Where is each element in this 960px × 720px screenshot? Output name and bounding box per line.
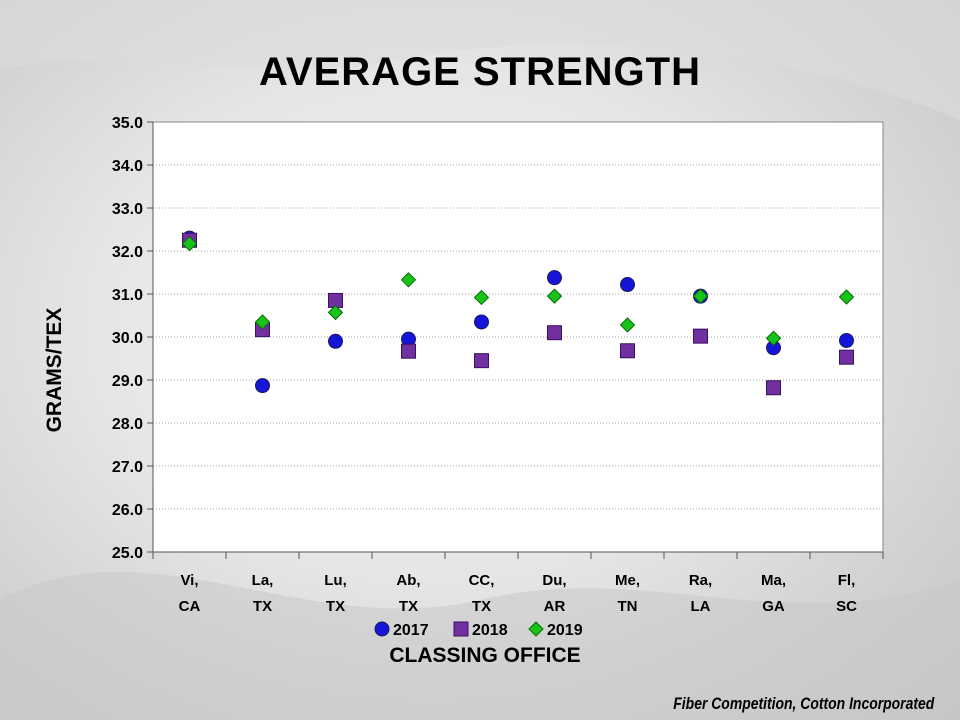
data-point-2019: [400, 272, 417, 288]
data-point-2019: [181, 235, 198, 252]
source-credit: Fiber Competition, Cotton Incorporated: [673, 694, 934, 713]
x-tick-label: TX: [326, 598, 345, 615]
x-tick-label: Lu,: [324, 572, 347, 589]
y-tick-label: 25.0: [112, 545, 143, 562]
data-point-2018: [620, 343, 635, 359]
data-point-2017: [620, 277, 635, 293]
data-point-2018: [839, 349, 854, 365]
y-axis-title: GRAMS/TEX: [43, 308, 66, 433]
x-tick-label: TX: [399, 598, 418, 615]
legend-label-2017: 2017: [393, 622, 429, 639]
x-tick-label: CC,: [469, 572, 495, 589]
x-axis-title: CLASSING OFFICE: [389, 644, 580, 667]
data-point-2017: [474, 314, 489, 330]
data-point-2019: [838, 289, 855, 305]
x-tick-label: TX: [253, 598, 272, 615]
data-point-2019: [765, 330, 782, 346]
y-tick-label: 29.0: [112, 373, 143, 390]
x-tick-label: Du,: [542, 572, 566, 589]
data-point-2019: [327, 304, 344, 321]
legend-marker-2019: [528, 621, 544, 637]
x-tick-label: Ra,: [689, 572, 712, 589]
legend-label-2019: 2019: [547, 622, 583, 639]
legend-marker-2018: [453, 621, 469, 637]
data-point-2017: [255, 378, 270, 394]
data-point-2019: [692, 288, 709, 304]
y-tick-label: 27.0: [112, 459, 143, 476]
x-tick-label: AR: [544, 598, 566, 615]
y-tick-label: 35.0: [112, 115, 143, 132]
x-tick-label: Ab,: [396, 572, 420, 589]
y-tick-label: 32.0: [112, 244, 143, 261]
x-tick-label: Me,: [615, 572, 640, 589]
y-tick-label: 30.0: [112, 330, 143, 347]
x-tick-label: LA: [691, 598, 711, 615]
data-point-2019: [254, 314, 271, 330]
x-tick-label: Vi,: [180, 572, 198, 589]
x-tick-label: TN: [618, 598, 638, 615]
y-tick-label: 33.0: [112, 201, 143, 218]
x-tick-label: Ma,: [761, 572, 786, 589]
data-point-2018: [547, 325, 562, 341]
data-point-2018: [766, 380, 781, 396]
data-point-2018: [474, 353, 489, 369]
data-point-2018: [401, 343, 416, 359]
x-tick-label: GA: [762, 598, 785, 615]
data-point-2017: [547, 270, 562, 286]
x-tick-label: CA: [179, 598, 201, 615]
y-tick-label: 34.0: [112, 158, 143, 175]
data-point-2017: [839, 332, 854, 348]
data-point-2019: [546, 288, 563, 304]
legend-label-2018: 2018: [472, 622, 508, 639]
y-tick-label: 28.0: [112, 416, 143, 433]
y-tick-label: 26.0: [112, 502, 143, 519]
legend-marker-2017: [374, 621, 390, 637]
x-tick-label: La,: [252, 572, 274, 589]
data-point-2019: [619, 317, 636, 333]
chart-title: AVERAGE STRENGTH: [259, 50, 701, 94]
x-tick-label: SC: [836, 598, 857, 615]
y-tick-label: 31.0: [112, 287, 143, 304]
data-point-2017: [328, 333, 343, 349]
data-point-2018: [693, 328, 708, 344]
data-point-2019: [473, 289, 490, 306]
x-tick-label: Fl,: [838, 572, 856, 589]
x-tick-label: TX: [472, 598, 491, 615]
